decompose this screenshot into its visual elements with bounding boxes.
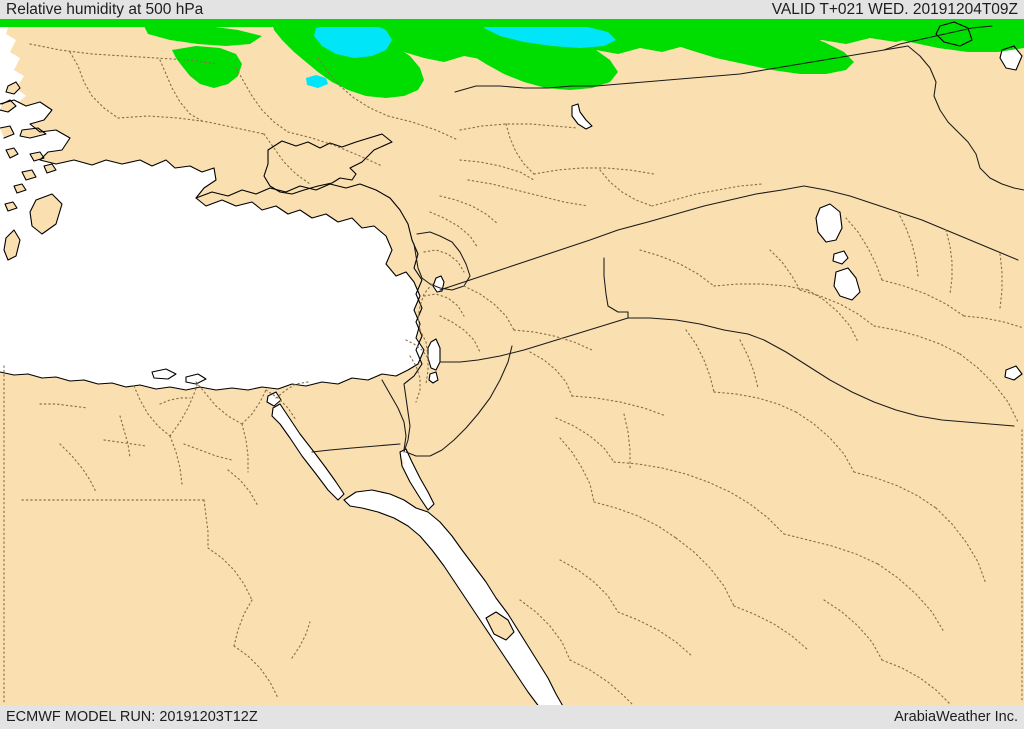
red-sea (344, 490, 564, 708)
coast-hurghada-notch (485, 611, 515, 641)
border-jordan-saudi (627, 317, 1015, 427)
coast-aegean-islands (0, 81, 63, 261)
footer-bar: ECMWF MODEL RUN: 20191203T12Z ArabiaWeat… (0, 705, 1024, 729)
dead-sea-south (429, 372, 438, 383)
coast-lake-assad (571, 103, 593, 130)
coast-turkey-south (195, 183, 413, 241)
header-bar: Relative humidity at 500 hPa VALID T+021… (0, 0, 1024, 19)
border-sinai-internal (381, 379, 407, 451)
coast-gulf-of-suez (271, 403, 345, 501)
cyprus-karpas-peninsula (352, 134, 392, 154)
coast-nile-delta-lakes (151, 368, 282, 407)
landmass-layer (0, 19, 1024, 729)
coast-cyprus (263, 133, 393, 195)
border-jordan-israel-saudi (439, 317, 629, 363)
humidity-band-green-east (272, 22, 424, 98)
coast-dead-sea-south (428, 371, 439, 384)
coast-levant (403, 239, 423, 385)
border-jordan-aqaba (405, 345, 513, 457)
coastline-layer (0, 21, 1023, 709)
humidity-contour-layer (0, 19, 1024, 98)
coast-inland-water-bodies (815, 203, 1023, 381)
border-turkey-iraq (883, 25, 993, 51)
coast-sea-of-galilee (432, 275, 445, 293)
lake-urmia (1000, 46, 1022, 70)
land-anatolia-levant-arabia (0, 19, 1024, 729)
coast-lake-urmia (999, 45, 1023, 71)
admin-borders-layer (3, 43, 1024, 709)
mediterranean-sea (0, 100, 424, 390)
coast-dead-sea (427, 338, 441, 371)
valid-time-label: VALID T+021 WED. 20191204T09Z (771, 1, 1018, 18)
border-iraq-saudi (803, 185, 1019, 261)
cyprus-island (264, 140, 390, 194)
border-egypt-sudan (311, 443, 401, 453)
coast-mediterranean (0, 99, 425, 391)
humidity-band-green-far-east (858, 22, 1024, 52)
humidity-band-cyan-speck (306, 75, 328, 88)
provider-credit-label: ArabiaWeather Inc. (894, 709, 1018, 725)
humidity-band-green-nw-lobe (144, 24, 262, 46)
border-syria-iraq-jordan (439, 185, 805, 291)
dead-sea (428, 339, 440, 370)
humidity-band-cyan-core (314, 22, 392, 58)
lake-assad (572, 104, 592, 129)
sinai-coast-notch (486, 612, 514, 640)
page-title: Relative humidity at 500 hPa (6, 1, 204, 18)
humidity-band-green-iraq-north (620, 22, 854, 74)
coast-red-sea (343, 489, 565, 709)
border-egypt-israel (403, 383, 411, 453)
gulf-of-aqaba (400, 449, 434, 510)
humidity-band-green-top-strip (0, 19, 1024, 27)
model-run-label: ECMWF MODEL RUN: 20191203T12Z (6, 709, 258, 725)
gulf-of-suez (272, 404, 344, 500)
border-jordan-panhandle (603, 257, 629, 319)
coast-red-sea-west (343, 499, 541, 709)
border-turkey-syria (454, 45, 909, 93)
aegean-sea-indent (0, 19, 26, 104)
inland-water-bodies (816, 204, 1022, 380)
coast-gulf-of-aqaba (399, 448, 435, 511)
border-iraq-iran (907, 45, 1024, 191)
